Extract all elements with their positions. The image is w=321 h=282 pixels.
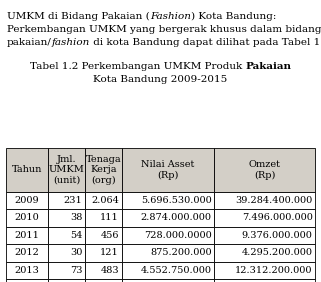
Text: Perkembangan UMKM yang bergerak khusus dalam bidang produksi: Perkembangan UMKM yang bergerak khusus d…	[7, 25, 321, 34]
Text: Tenaga
Kerja
(org): Tenaga Kerja (org)	[85, 155, 121, 185]
Text: Kota Bandung 2009-2015: Kota Bandung 2009-2015	[93, 75, 228, 84]
Bar	[122, 279, 214, 282]
Text: Nilai Asset
(Rp): Nilai Asset (Rp)	[141, 160, 195, 180]
Bar	[214, 244, 315, 262]
Bar	[6, 227, 48, 244]
Bar	[6, 209, 48, 227]
Bar	[122, 262, 214, 279]
Text: 875.200.000: 875.200.000	[150, 248, 212, 257]
Bar	[48, 279, 85, 282]
Text: 9.376.000.000: 9.376.000.000	[242, 231, 313, 240]
Bar	[214, 209, 315, 227]
Text: UMKM di Bidang Pakaian (: UMKM di Bidang Pakaian (	[7, 12, 150, 21]
Text: 483: 483	[100, 266, 119, 275]
Bar	[6, 279, 48, 282]
Text: 2.874.000.000: 2.874.000.000	[141, 213, 212, 222]
Text: 2010: 2010	[15, 213, 39, 222]
Text: Tabel 1.2 Perkembangan UMKM Produk: Tabel 1.2 Perkembangan UMKM Produk	[30, 62, 245, 71]
Bar	[6, 148, 48, 192]
Bar	[85, 262, 122, 279]
Bar	[6, 244, 48, 262]
Text: 456: 456	[100, 231, 119, 240]
Text: 2012: 2012	[15, 248, 39, 257]
Text: Pakaian: Pakaian	[245, 62, 291, 71]
Bar	[85, 209, 122, 227]
Text: pakaian/: pakaian/	[7, 38, 52, 47]
Bar	[85, 244, 122, 262]
Bar	[85, 227, 122, 244]
Text: 5.696.530.000: 5.696.530.000	[141, 196, 212, 205]
Bar	[122, 209, 214, 227]
Text: Fashion: Fashion	[150, 12, 191, 21]
Bar	[214, 148, 315, 192]
Bar	[48, 209, 85, 227]
Text: di kota Bandung dapat dilihat pada Tabel 1.2.: di kota Bandung dapat dilihat pada Tabel…	[90, 38, 321, 47]
Bar	[214, 262, 315, 279]
Text: 2013: 2013	[15, 266, 39, 275]
Text: 121: 121	[100, 248, 119, 257]
Bar	[48, 148, 85, 192]
Text: ) Kota Bandung:: ) Kota Bandung:	[191, 12, 276, 21]
Bar	[85, 192, 122, 209]
Text: 30: 30	[70, 248, 82, 257]
Bar	[48, 192, 85, 209]
Bar	[214, 279, 315, 282]
Text: Tahun: Tahun	[12, 166, 42, 174]
Text: 2009: 2009	[15, 196, 39, 205]
Text: 38: 38	[70, 213, 82, 222]
Bar	[122, 227, 214, 244]
Bar	[122, 148, 214, 192]
Text: 111: 111	[100, 213, 119, 222]
Text: 4.295.200.000: 4.295.200.000	[242, 248, 313, 257]
Bar	[48, 262, 85, 279]
Bar	[85, 148, 122, 192]
Bar	[214, 227, 315, 244]
Bar	[122, 192, 214, 209]
Text: 2.064: 2.064	[91, 196, 119, 205]
Text: 12.312.200.000: 12.312.200.000	[235, 266, 313, 275]
Text: 728.000.0000: 728.000.0000	[144, 231, 212, 240]
Bar	[122, 244, 214, 262]
Text: 54: 54	[70, 231, 82, 240]
Text: 2011: 2011	[15, 231, 39, 240]
Bar	[214, 192, 315, 209]
Text: 39.284.400.000: 39.284.400.000	[235, 196, 313, 205]
Bar	[85, 279, 122, 282]
Bar	[6, 192, 48, 209]
Text: Omzet
(Rp): Omzet (Rp)	[249, 160, 281, 180]
Text: 4.552.750.000: 4.552.750.000	[141, 266, 212, 275]
Bar	[48, 227, 85, 244]
Bar	[6, 262, 48, 279]
Text: 73: 73	[70, 266, 82, 275]
Bar	[48, 244, 85, 262]
Text: Jml.
UMKM
(unit): Jml. UMKM (unit)	[49, 155, 85, 185]
Text: 231: 231	[64, 196, 82, 205]
Text: fashion: fashion	[52, 38, 90, 47]
Text: 7.496.000.000: 7.496.000.000	[242, 213, 313, 222]
